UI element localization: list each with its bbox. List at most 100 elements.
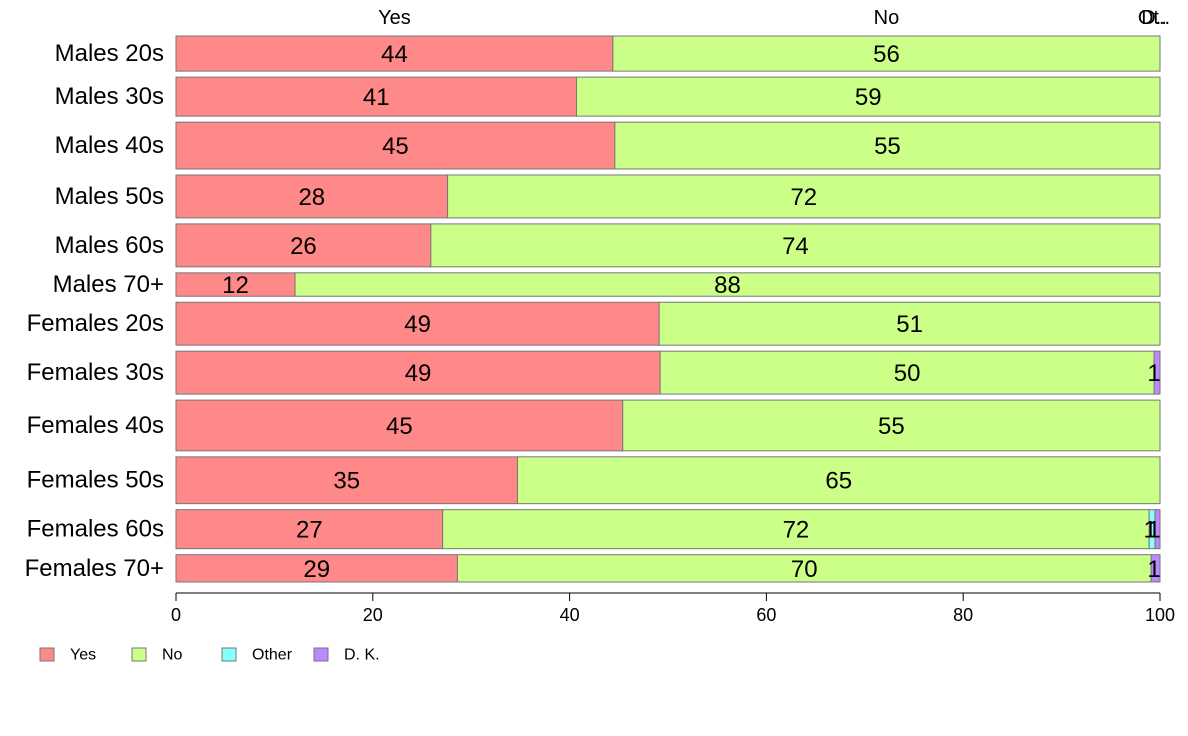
- x-axis: 0 20 40 60 80 100: [171, 592, 1175, 625]
- x-tick-label: 40: [560, 605, 580, 625]
- bar-segment: [175, 174, 449, 219]
- bar-segment: [1150, 554, 1161, 583]
- legend-label: No: [162, 647, 183, 664]
- bar-segment: [659, 350, 1155, 395]
- legend-swatch: [221, 647, 237, 662]
- segment-value-label: 41: [363, 84, 390, 111]
- segment-value-label: 72: [783, 517, 810, 544]
- segment-value-label: 56: [873, 41, 900, 68]
- segment-value-label: 27: [296, 517, 323, 544]
- row-label: Males 70+: [53, 271, 164, 298]
- row-label: Males 60s: [55, 232, 164, 259]
- segment-value-label: 50: [894, 360, 921, 387]
- segment-value-label: 45: [386, 413, 413, 440]
- bar-segment: [294, 272, 1161, 297]
- bar-segment: [430, 223, 1161, 268]
- row-label: Females 40s: [27, 412, 164, 439]
- segment-value-label: 55: [878, 413, 905, 440]
- segment-value-label: 26: [290, 233, 317, 260]
- bar-segment: [175, 301, 660, 346]
- legend-item: No: [131, 647, 183, 664]
- row-label: Females 70+: [25, 555, 164, 582]
- bar-row: Females 20s 49 51: [27, 301, 1161, 346]
- row-label: Males 40s: [55, 132, 164, 159]
- bar-row: Males 50s 28 72: [55, 174, 1161, 219]
- segment-value-label: 1: [1143, 517, 1156, 544]
- x-tick-label: 0: [171, 605, 181, 625]
- bar-row: Males 20s 44 56: [55, 35, 1161, 72]
- segment-value-label: 12: [222, 272, 249, 299]
- row-label: Females 50s: [27, 467, 164, 494]
- segment-value-label: 70: [791, 556, 818, 583]
- bar-segment: [175, 456, 518, 505]
- segment-value-label: 49: [404, 311, 431, 338]
- column-header: Ot..: [1138, 7, 1170, 29]
- bar-row: Males 30s 41 59: [55, 76, 1161, 117]
- bar-segment: [658, 301, 1161, 346]
- bar-segment: [442, 509, 1150, 550]
- segment-value-label: 35: [333, 468, 360, 495]
- bar-segment: [1153, 350, 1161, 395]
- column-headers: Yes No Ot..D..: [378, 7, 1170, 29]
- legend-swatch: [313, 647, 329, 662]
- row-label: Males 30s: [55, 83, 164, 110]
- x-tick-label: 100: [1145, 605, 1175, 625]
- legend-label: Other: [252, 647, 293, 664]
- segment-value-label: 29: [303, 556, 330, 583]
- column-header: No: [874, 7, 900, 29]
- segment-value-label: 59: [855, 84, 882, 111]
- bar-row: Females 30s 49 50 1: [27, 350, 1161, 395]
- bar-segment: [516, 456, 1161, 505]
- bar-segment: [614, 121, 1161, 170]
- segment-value-label: 45: [382, 133, 409, 160]
- legend: Yes No Other D. K.: [39, 647, 380, 664]
- bar-row: Males 70+ 12 88: [53, 271, 1161, 299]
- segment-value-label: 28: [298, 184, 325, 211]
- legend-swatch: [39, 647, 55, 662]
- segment-value-label: 74: [782, 233, 809, 260]
- bar-segment: [175, 223, 432, 268]
- segment-value-label: 1: [1147, 360, 1160, 387]
- x-tick-label: 60: [756, 605, 776, 625]
- column-header: Yes: [378, 7, 411, 29]
- bar-segment: [447, 174, 1161, 219]
- bar-row: Males 60s 26 74: [55, 223, 1161, 268]
- bar-segment: [175, 121, 616, 170]
- row-label: Females 30s: [27, 359, 164, 386]
- segment-value-label: 88: [714, 272, 741, 299]
- bar-segment: [612, 35, 1161, 72]
- row-label: Males 50s: [55, 183, 164, 210]
- column-header: D..: [1141, 7, 1167, 29]
- row-label: Females 20s: [27, 310, 164, 337]
- segment-value-label: 65: [825, 468, 852, 495]
- bar-segment: [622, 399, 1161, 452]
- bar-row: Males 40s 45 55: [55, 121, 1161, 170]
- row-label: Males 20s: [55, 40, 164, 67]
- segment-value-label: 1: [1147, 517, 1160, 544]
- legend-item: D. K.: [313, 647, 380, 664]
- bar-segment: [1154, 509, 1161, 550]
- x-tick-label: 80: [953, 605, 973, 625]
- legend-item: Other: [221, 647, 293, 664]
- row-label: Females 60s: [27, 516, 164, 543]
- bar-row: Females 70+ 29 70 1: [25, 554, 1161, 583]
- bar-segment: [175, 350, 661, 395]
- legend-label: Yes: [70, 647, 96, 664]
- legend-label: D. K.: [344, 647, 380, 664]
- segment-value-label: 72: [790, 184, 817, 211]
- segment-value-label: 49: [405, 360, 432, 387]
- legend-item: Yes: [39, 647, 96, 664]
- bar-row: Females 40s 45 55: [27, 399, 1161, 452]
- bar-row: Females 60s 27 72 11: [27, 509, 1161, 550]
- bar-segment: [575, 76, 1161, 117]
- x-tick-label: 20: [363, 605, 383, 625]
- segment-value-label: 51: [896, 311, 923, 338]
- bar-segment: [175, 399, 624, 452]
- bar-segment: [175, 509, 444, 550]
- segment-value-label: 1: [1147, 556, 1160, 583]
- bar-rows: Males 20s 44 56 Males 30s 41 59 Males 40s 45 55 M…: [25, 35, 1161, 583]
- segment-value-label: 44: [381, 41, 408, 68]
- legend-swatch: [131, 647, 147, 662]
- bar-row: Females 50s 35 65: [27, 456, 1161, 505]
